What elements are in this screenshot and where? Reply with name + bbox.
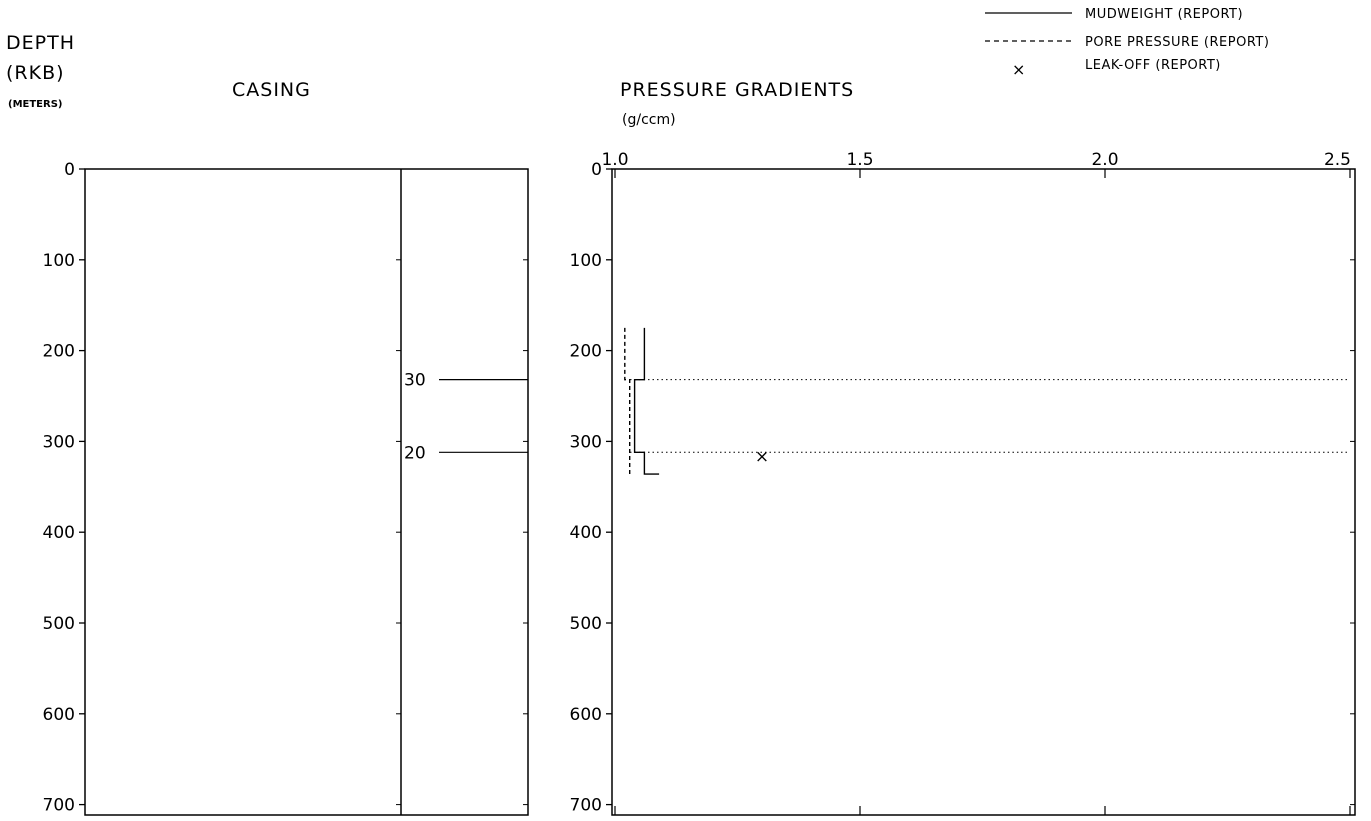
casing-panel-frame xyxy=(84,168,529,816)
casing-depth-guides xyxy=(630,379,1349,453)
casing-y-tick-label: 0 xyxy=(64,160,75,180)
pressure-y-tick-label: 700 xyxy=(570,796,602,816)
pressure-x-tick-label: 2.0 xyxy=(1091,150,1118,170)
casing-strings: 30 20 xyxy=(404,371,528,463)
pressure-y-tick-label: 0 xyxy=(591,160,602,180)
pressure-x-tick-label: 1.0 xyxy=(601,150,628,170)
casing-y-tick-label: 400 xyxy=(43,523,75,543)
casing-y-tick-label: 500 xyxy=(43,614,75,634)
pressure-y-tick-label: 600 xyxy=(570,705,602,725)
legend: MUDWEIGHT (REPORT) PORE PRESSURE (REPORT… xyxy=(985,7,1269,79)
pressure-unit: (g/ccm) xyxy=(622,112,676,128)
casing-title: CASING xyxy=(232,79,311,101)
legend-item-pore-pressure: PORE PRESSURE (REPORT) xyxy=(1085,35,1269,50)
casing-y-tick-label: 300 xyxy=(43,432,75,452)
pressure-series: × xyxy=(624,327,769,475)
legend-item-mudweight: MUDWEIGHT (REPORT) xyxy=(1085,7,1243,22)
pressure-x-tick-label: 1.5 xyxy=(846,150,873,170)
legend-marker-x: × xyxy=(1012,60,1025,79)
casing-string-label: 30 xyxy=(404,371,426,391)
legend-item-leak-off: LEAK-OFF (REPORT) xyxy=(1085,58,1221,73)
pressure-panel-frame xyxy=(611,168,1356,816)
pressure-y-tick-label: 100 xyxy=(570,251,602,271)
casing-y-tick-label: 200 xyxy=(43,342,75,362)
pressure-y-axis: 0 100 200 300 400 500 600 700 xyxy=(570,160,1355,816)
pressure-title: PRESSURE GRADIENTS xyxy=(620,79,854,101)
pressure-x-tick-label: 2.5 xyxy=(1324,150,1351,170)
casing-y-tick-label: 100 xyxy=(43,251,75,271)
pressure-y-tick-label: 400 xyxy=(570,523,602,543)
depth-label-line1: DEPTH xyxy=(6,32,75,54)
casing-string-label: 20 xyxy=(404,443,426,463)
casing-y-axis: 0 100 200 300 400 500 600 700 xyxy=(43,160,528,816)
depth-label-line3: (METERS) xyxy=(8,99,62,110)
pressure-y-tick-label: 300 xyxy=(570,432,602,452)
pressure-y-tick-label: 200 xyxy=(570,342,602,362)
casing-y-tick-label: 700 xyxy=(43,796,75,816)
pressure-x-axis: 1.0 1.5 2.0 2.5 xyxy=(601,150,1351,815)
leak-off-point: × xyxy=(755,447,769,467)
depth-label-line2: (RKB) xyxy=(6,62,65,84)
casing-y-tick-label: 600 xyxy=(43,705,75,725)
pressure-y-tick-label: 500 xyxy=(570,614,602,634)
mudweight-line xyxy=(633,327,660,475)
pore-pressure-line xyxy=(624,327,631,475)
